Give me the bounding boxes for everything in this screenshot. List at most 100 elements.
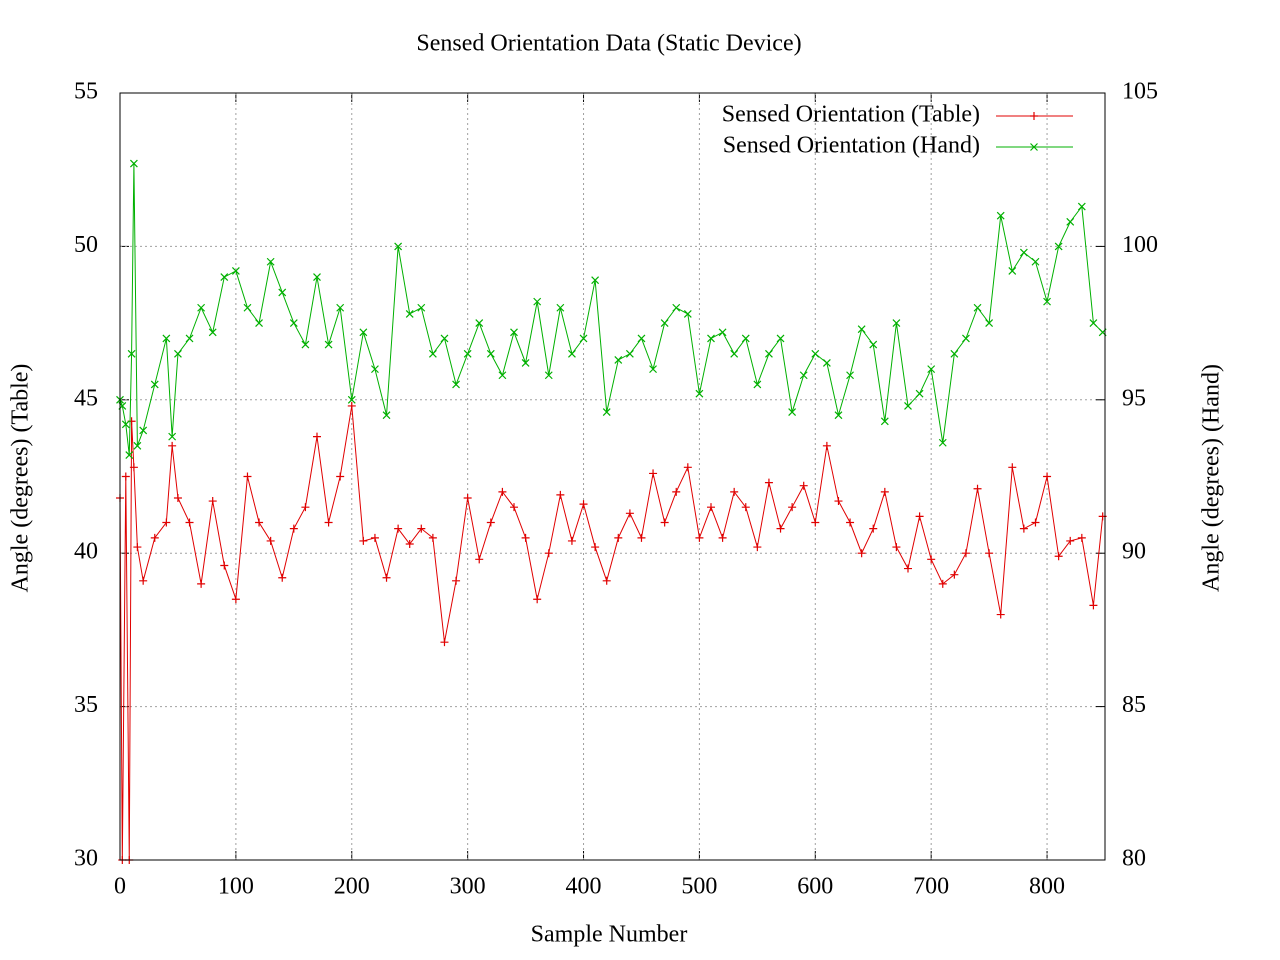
point-marker bbox=[649, 469, 658, 478]
point-marker bbox=[765, 349, 773, 358]
y-tick-label: 30 bbox=[74, 846, 98, 872]
point-marker bbox=[927, 555, 936, 564]
point-marker bbox=[556, 490, 565, 499]
point-marker bbox=[869, 524, 878, 533]
point-marker bbox=[985, 549, 994, 558]
point-marker bbox=[927, 365, 936, 374]
point-marker bbox=[324, 518, 333, 527]
point-marker bbox=[950, 349, 959, 358]
point-marker bbox=[521, 359, 530, 367]
point-marker bbox=[556, 303, 565, 312]
point-marker bbox=[880, 487, 889, 496]
x-tick-label: 200 bbox=[334, 874, 370, 900]
point-marker bbox=[753, 543, 762, 552]
y2-tick-label: 95 bbox=[1122, 385, 1146, 411]
x-tick-label: 500 bbox=[681, 874, 717, 900]
point-marker bbox=[741, 503, 750, 512]
point-marker bbox=[904, 402, 912, 410]
point-marker bbox=[973, 484, 982, 493]
point-marker bbox=[440, 638, 449, 647]
point-marker bbox=[475, 555, 484, 564]
point-marker bbox=[1054, 242, 1063, 251]
point-marker bbox=[428, 533, 437, 542]
point-marker bbox=[660, 518, 669, 527]
point-marker bbox=[301, 340, 310, 349]
point-marker bbox=[602, 408, 611, 416]
point-marker bbox=[950, 570, 959, 579]
point-marker bbox=[938, 579, 947, 588]
point-marker bbox=[567, 536, 576, 545]
point-marker bbox=[266, 536, 275, 545]
point-marker bbox=[1031, 518, 1040, 527]
point-marker bbox=[533, 297, 542, 306]
point-marker bbox=[822, 441, 831, 450]
point-marker bbox=[173, 493, 182, 502]
point-marker bbox=[452, 576, 461, 585]
y-tick-label: 35 bbox=[74, 692, 98, 718]
point-marker bbox=[1077, 202, 1086, 211]
point-marker bbox=[382, 411, 391, 420]
point-marker bbox=[614, 533, 623, 542]
point-marker bbox=[139, 426, 148, 435]
y2-axis-label: Angle (degrees) (Hand) bbox=[1199, 364, 1225, 592]
point-marker bbox=[289, 524, 298, 533]
point-marker bbox=[498, 487, 507, 496]
y2-tick-label: 80 bbox=[1122, 846, 1146, 872]
point-marker bbox=[961, 549, 970, 558]
point-marker bbox=[533, 595, 542, 604]
point-marker bbox=[121, 420, 130, 429]
point-marker bbox=[1043, 297, 1051, 306]
point-marker bbox=[1019, 524, 1028, 533]
series-line bbox=[119, 163, 1104, 456]
point-marker bbox=[1008, 267, 1017, 275]
point-marker bbox=[996, 211, 1005, 220]
point-marker bbox=[162, 334, 171, 343]
legend: Sensed Orientation (Table) Sensed Orienta… bbox=[722, 102, 1073, 159]
point-marker bbox=[788, 408, 797, 416]
y2-tick-label: 85 bbox=[1122, 692, 1146, 718]
point-marker bbox=[880, 417, 889, 426]
point-marker bbox=[799, 371, 808, 380]
point-marker bbox=[892, 319, 901, 328]
point-marker bbox=[1066, 217, 1075, 226]
point-marker bbox=[625, 349, 634, 358]
x-tick-label: 0 bbox=[114, 874, 126, 900]
y-tick-label: 50 bbox=[74, 232, 98, 258]
point-marker bbox=[278, 573, 287, 582]
point-marker bbox=[776, 524, 785, 533]
point-marker bbox=[133, 441, 142, 450]
point-marker bbox=[938, 438, 947, 447]
point-marker bbox=[753, 380, 762, 389]
x-tick-label: 300 bbox=[450, 874, 486, 900]
point-marker bbox=[683, 463, 692, 472]
point-marker bbox=[255, 518, 264, 527]
point-marker bbox=[336, 303, 345, 312]
point-marker bbox=[822, 359, 831, 367]
point-marker bbox=[660, 319, 669, 328]
point-marker bbox=[359, 328, 368, 337]
point-marker bbox=[428, 349, 437, 358]
point-marker bbox=[168, 441, 177, 450]
point-marker bbox=[915, 389, 924, 398]
point-marker bbox=[510, 503, 518, 512]
point-marker bbox=[834, 497, 843, 506]
point-marker bbox=[417, 303, 426, 312]
point-marker bbox=[579, 334, 588, 343]
point-marker bbox=[417, 524, 426, 533]
point-marker bbox=[718, 328, 727, 337]
point-marker bbox=[347, 395, 356, 404]
point-marker bbox=[973, 303, 982, 312]
legend-marker bbox=[1030, 143, 1038, 151]
point-marker bbox=[1043, 472, 1052, 481]
point-marker bbox=[904, 564, 912, 573]
point-marker bbox=[243, 303, 252, 312]
point-marker bbox=[289, 319, 298, 328]
point-marker bbox=[139, 576, 148, 585]
chart-title: Sensed Orientation Data (Static Device) bbox=[416, 31, 801, 57]
point-marker bbox=[637, 533, 646, 542]
point-marker bbox=[625, 509, 634, 518]
point-marker bbox=[127, 349, 136, 358]
x-tick-label: 100 bbox=[218, 874, 254, 900]
plot-area bbox=[116, 159, 1107, 864]
